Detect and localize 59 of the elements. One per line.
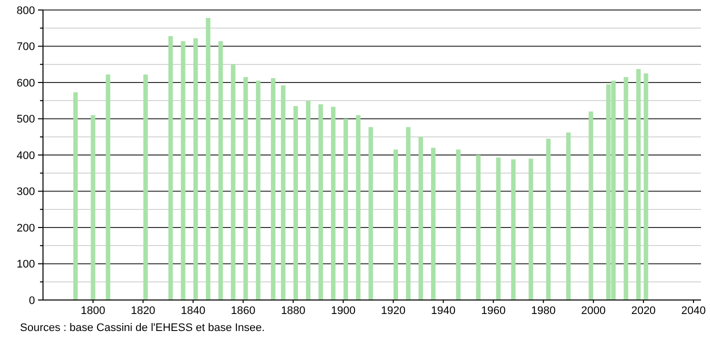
bar — [230, 64, 236, 300]
x-tick-label: 2040 — [681, 305, 706, 317]
bar — [566, 132, 571, 300]
bar — [306, 100, 310, 300]
x-tick-label: 1820 — [130, 305, 156, 317]
bar — [368, 127, 373, 300]
bar — [330, 106, 336, 300]
x-tick-label: 1920 — [381, 305, 406, 317]
bar — [168, 36, 173, 300]
bar — [318, 104, 323, 300]
x-tick-label: 1960 — [481, 305, 506, 317]
bar — [90, 115, 96, 300]
bar — [394, 150, 398, 300]
bar — [511, 159, 516, 300]
bar — [218, 41, 223, 300]
bar — [431, 148, 436, 300]
bar — [206, 18, 210, 300]
bar — [546, 138, 551, 300]
bar — [418, 136, 424, 300]
x-tick-label: 1900 — [330, 305, 356, 317]
y-tick-label: 200 — [16, 222, 35, 234]
bar — [73, 92, 78, 300]
x-tick-label: 1860 — [230, 305, 256, 317]
y-tick-label: 400 — [16, 150, 35, 162]
x-tick-label: 1980 — [531, 305, 556, 317]
bar — [293, 106, 298, 300]
y-tick-label: 700 — [16, 41, 35, 54]
bar — [180, 41, 186, 300]
y-tick-label: 0 — [28, 294, 35, 307]
y-tick-label: 800 — [16, 4, 35, 17]
bar — [193, 38, 198, 300]
y-tick-label: 500 — [16, 114, 35, 126]
bar — [456, 150, 461, 300]
x-tick-label: 1840 — [180, 305, 206, 317]
bar — [256, 80, 260, 300]
bar — [270, 78, 276, 300]
x-tick-label: 2000 — [581, 305, 606, 317]
bar — [588, 112, 594, 300]
bar — [280, 85, 286, 300]
bar — [343, 118, 348, 300]
bar — [636, 69, 641, 300]
bar — [356, 115, 360, 300]
x-tick-label: 2020 — [631, 305, 656, 317]
bar — [624, 77, 628, 300]
bar — [243, 77, 248, 300]
bar — [496, 158, 501, 300]
bar — [528, 158, 534, 300]
y-tick-label: 600 — [16, 77, 35, 90]
x-tick-label: 1800 — [80, 305, 106, 317]
y-tick-label: 300 — [16, 186, 35, 198]
y-tick-label: 100 — [16, 258, 35, 271]
bar — [106, 74, 110, 300]
x-tick-label: 1880 — [280, 305, 306, 317]
bar — [143, 74, 148, 300]
x-tick-label: 1940 — [431, 305, 456, 317]
bar — [644, 73, 648, 300]
source-note: Sources : base Cassini de l'EHESS et base Insee. — [20, 322, 265, 334]
bar — [476, 155, 481, 300]
bar — [406, 127, 411, 300]
